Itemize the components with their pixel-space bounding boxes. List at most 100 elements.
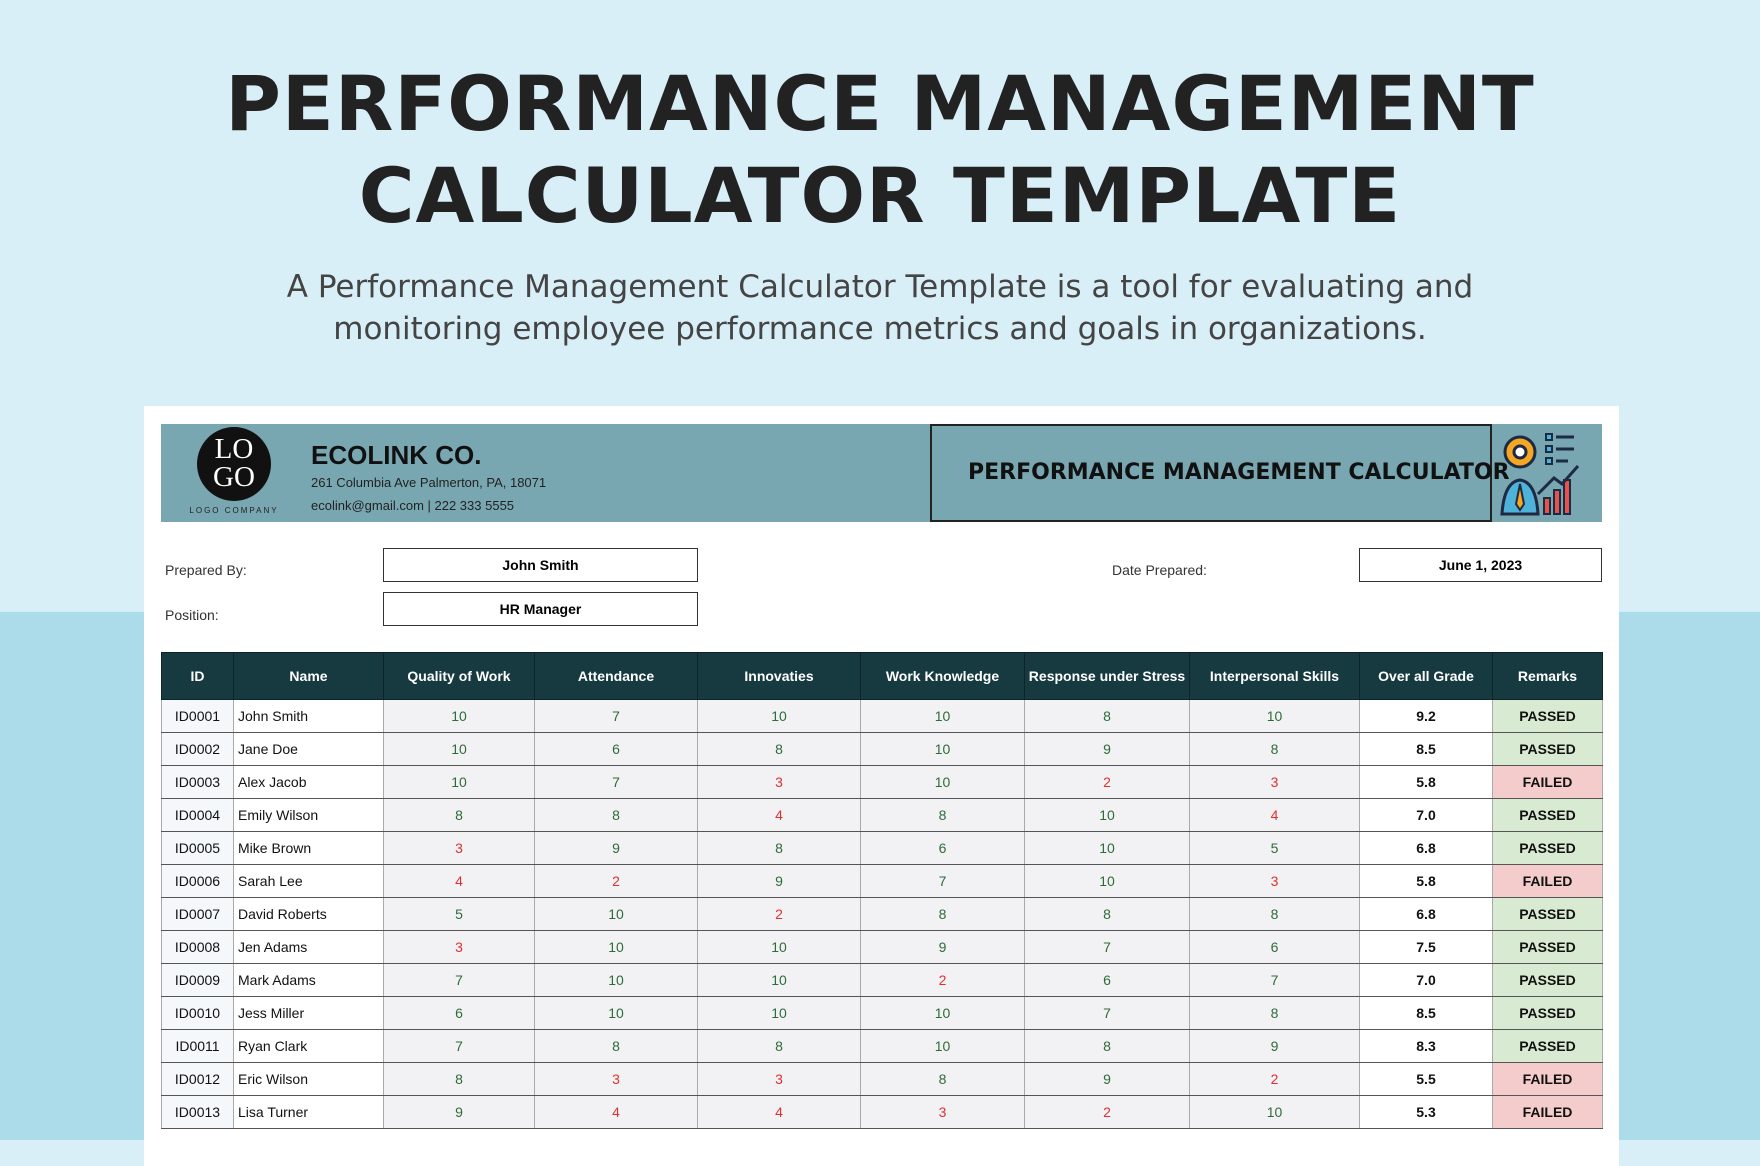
score-cell: 6: [860, 831, 1025, 865]
logo-text: LO: [214, 433, 254, 465]
table-row: ID0006 Sarah Lee 4 2 9 7 10 3 5.8 FAILED: [161, 864, 1603, 898]
page-title: PERFORMANCE MANAGEMENT CALCULATOR TEMPLA…: [0, 58, 1760, 242]
table-row: ID0007 David Roberts 5 10 2 8 8 8 6.8 PASSED: [161, 897, 1603, 931]
id-cell: ID0010: [161, 996, 234, 1030]
score-cell: 6: [1024, 963, 1190, 997]
score-cell: 8: [1024, 699, 1190, 733]
id-cell: ID0013: [161, 1095, 234, 1129]
score-cell: 3: [534, 1062, 698, 1096]
name-cell: Ryan Clark: [233, 1029, 384, 1063]
score-cell: 8: [383, 798, 535, 832]
header-row: ID Name Quality of Work Attendance Innovatie…: [161, 652, 1603, 700]
score-cell: 10: [534, 930, 698, 964]
id-cell: ID0007: [161, 897, 234, 931]
score-cell: 10: [534, 963, 698, 997]
name-cell: Emily Wilson: [233, 798, 384, 832]
score-cell: 8: [860, 897, 1025, 931]
name-cell: Sarah Lee: [233, 864, 384, 898]
score-cell: 9: [383, 1095, 535, 1129]
score-cell: 4: [697, 1095, 861, 1129]
remark-cell: FAILED: [1492, 765, 1603, 799]
remark-cell: FAILED: [1492, 1062, 1603, 1096]
grade-cell: 8.5: [1359, 996, 1493, 1030]
score-cell: 10: [1024, 798, 1190, 832]
score-cell: 10: [860, 699, 1025, 733]
column-header: Work Knowledge: [860, 652, 1025, 700]
name-cell: John Smith: [233, 699, 384, 733]
score-cell: 10: [860, 996, 1025, 1030]
column-header: Interpersonal Skills: [1189, 652, 1360, 700]
score-cell: 2: [1024, 765, 1190, 799]
score-cell: 2: [860, 963, 1025, 997]
id-cell: ID0011: [161, 1029, 234, 1063]
score-cell: 7: [1189, 963, 1360, 997]
score-cell: 9: [1189, 1029, 1360, 1063]
score-cell: 10: [383, 699, 535, 733]
remark-cell: FAILED: [1492, 864, 1603, 898]
score-cell: 3: [697, 1062, 861, 1096]
table-row: ID0004 Emily Wilson 8 8 4 8 10 4 7.0 PASSED: [161, 798, 1603, 832]
name-cell: Lisa Turner: [233, 1095, 384, 1129]
score-cell: 2: [697, 897, 861, 931]
id-cell: ID0006: [161, 864, 234, 898]
score-cell: 10: [1024, 831, 1190, 865]
id-cell: ID0004: [161, 798, 234, 832]
score-cell: 10: [534, 897, 698, 931]
score-cell: 10: [383, 765, 535, 799]
score-cell: 10: [1189, 699, 1360, 733]
description: A Performance Management Calculator Temp…: [286, 269, 1474, 347]
score-cell: 6: [534, 732, 698, 766]
score-cell: 3: [860, 1095, 1025, 1129]
company-address: 261 Columbia Ave Palmerton, PA, 18071: [311, 475, 547, 490]
score-cell: 3: [697, 765, 861, 799]
column-header: Attendance: [534, 652, 698, 700]
table-body: ID0001 John Smith 10 7 10 10 8 10 9.2 PASSED ID000…: [161, 699, 1603, 1129]
remark-cell: PASSED: [1492, 897, 1603, 931]
grade-cell: 5.8: [1359, 864, 1493, 898]
grade-cell: 5.8: [1359, 765, 1493, 799]
score-cell: 9: [860, 930, 1025, 964]
grade-cell: 7.5: [1359, 930, 1493, 964]
header-band: [161, 424, 1602, 522]
score-cell: 7: [534, 765, 698, 799]
score-cell: 8: [697, 1029, 861, 1063]
score-cell: 5: [383, 897, 535, 931]
score-cell: 10: [534, 996, 698, 1030]
score-cell: 7: [383, 1029, 535, 1063]
id-cell: ID0009: [161, 963, 234, 997]
score-cell: 10: [383, 732, 535, 766]
field-label: Position:: [165, 607, 219, 623]
score-cell: 10: [860, 732, 1025, 766]
score-cell: 8: [1024, 1029, 1190, 1063]
id-cell: ID0003: [161, 765, 234, 799]
name-cell: Eric Wilson: [233, 1062, 384, 1096]
grade-cell: 9.2: [1359, 699, 1493, 733]
id-cell: ID0001: [161, 699, 234, 733]
icon: [1500, 433, 1580, 516]
table-row: ID0001 John Smith 10 7 10 10 8 10 9.2 PASSED: [161, 699, 1603, 733]
title-line: PERFORMANCE MANAGEMENT: [225, 59, 1535, 148]
table-row: ID0003 Alex Jacob 10 7 3 10 2 3 5.8 FAILED: [161, 765, 1603, 799]
name-cell: Mike Brown: [233, 831, 384, 865]
table-row: ID0009 Mark Adams 7 10 10 2 6 7 7.0 PASSED: [161, 963, 1603, 997]
name-cell: Jane Doe: [233, 732, 384, 766]
name-cell: Jen Adams: [233, 930, 384, 964]
score-cell: 4: [1189, 798, 1360, 832]
remark-cell: PASSED: [1492, 732, 1603, 766]
company-name: ECOLINK CO.: [311, 440, 482, 470]
remark-cell: PASSED: [1492, 963, 1603, 997]
score-cell: 10: [697, 963, 861, 997]
score-cell: 8: [1189, 732, 1360, 766]
grade-cell: 6.8: [1359, 831, 1493, 865]
logo-caption: LOGO COMPANY: [189, 506, 279, 515]
column-header: Name: [233, 652, 384, 700]
score-cell: 8: [860, 798, 1025, 832]
score-cell: 9: [1024, 1062, 1190, 1096]
score-cell: 8: [1189, 996, 1360, 1030]
column-header: Innovaties: [697, 652, 861, 700]
id-cell: ID0002: [161, 732, 234, 766]
id-cell: ID0005: [161, 831, 234, 865]
score-cell: 2: [534, 864, 698, 898]
grade-cell: 5.5: [1359, 1062, 1493, 1096]
table-row: ID0005 Mike Brown 3 9 8 6 10 5 6.8 PASSED: [161, 831, 1603, 865]
